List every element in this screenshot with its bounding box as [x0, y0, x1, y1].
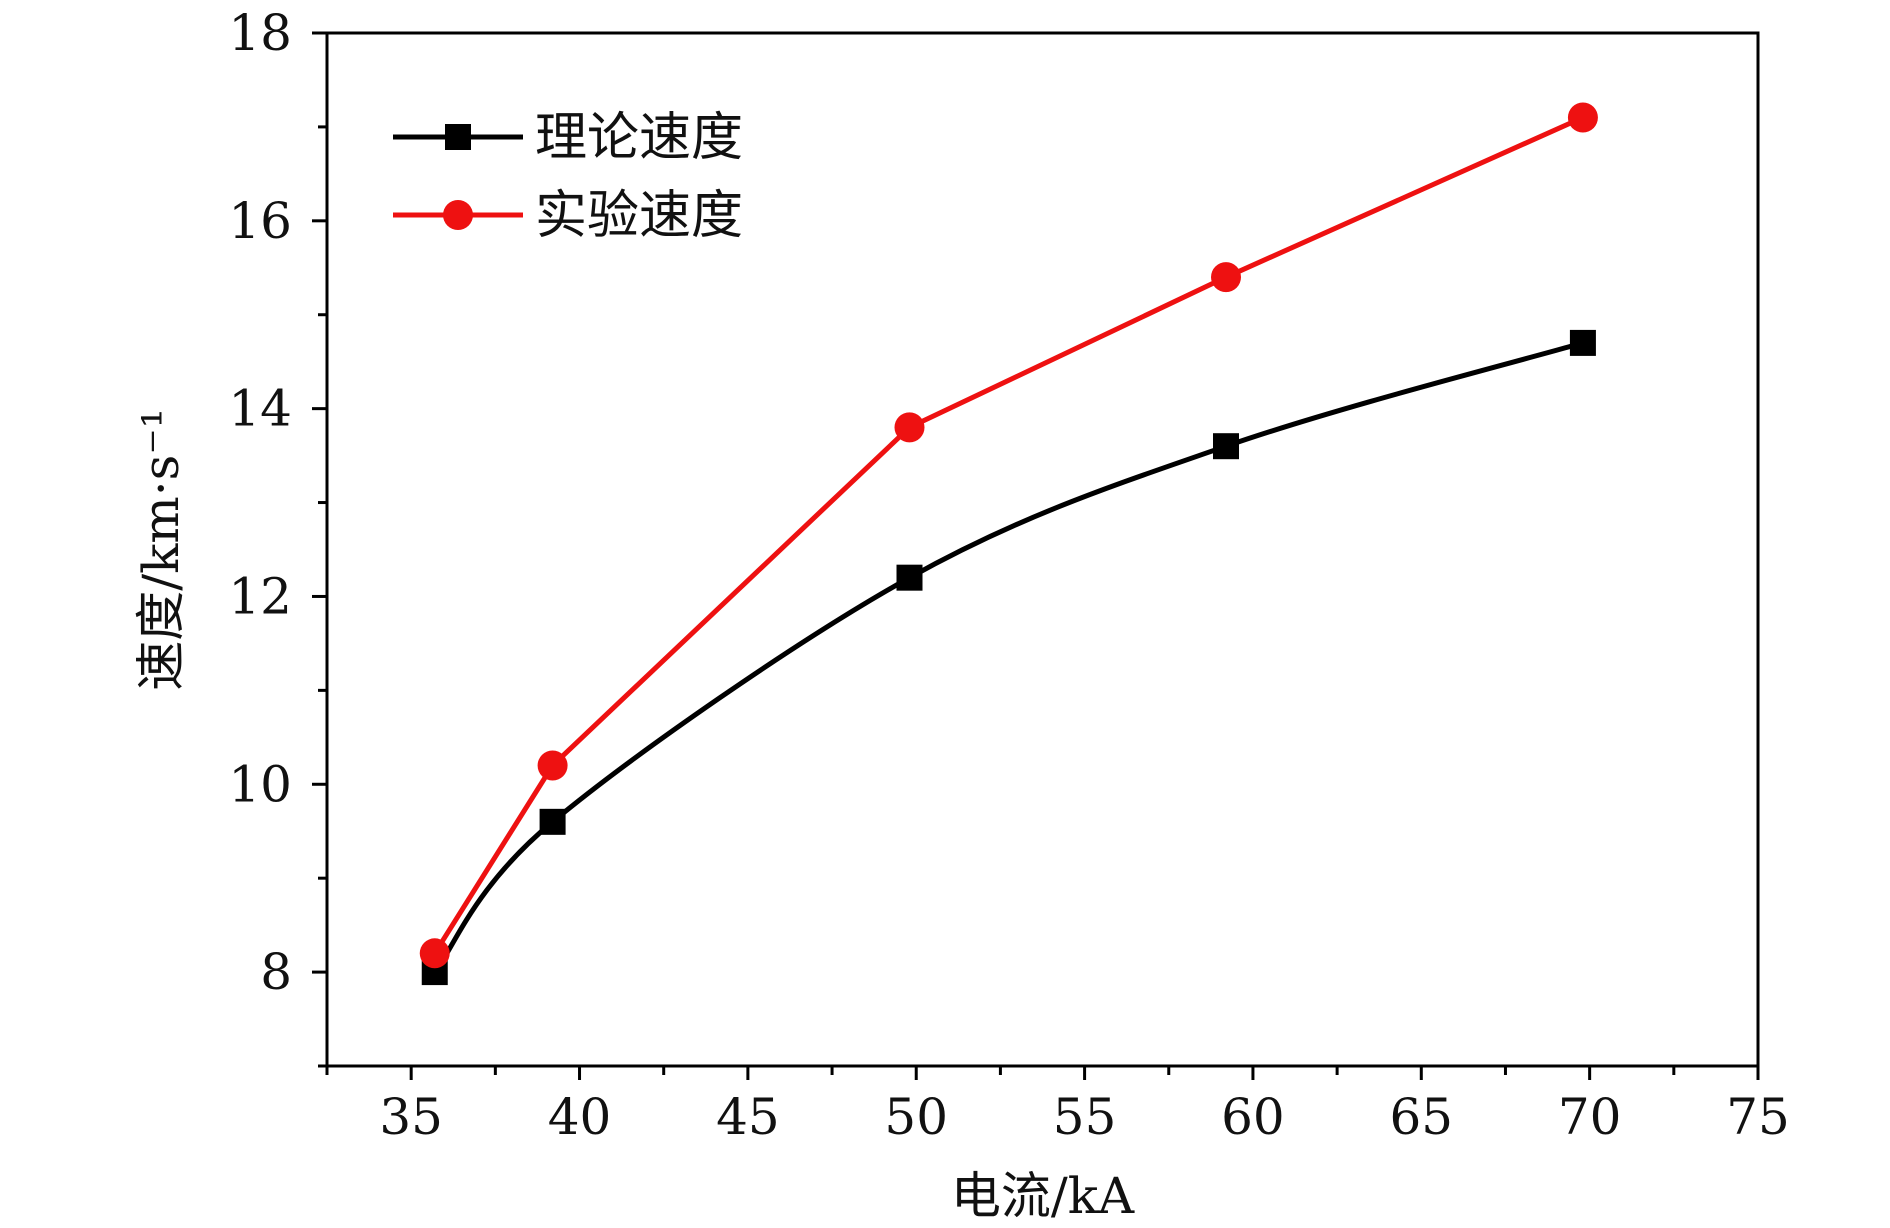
series-layer — [419, 102, 1598, 986]
data-point — [1213, 433, 1240, 460]
x-tick-label: 40 — [548, 1088, 612, 1146]
x-tick-label: 50 — [884, 1088, 948, 1146]
legend-label: 理论速度 — [535, 108, 743, 168]
y-tick-label: 14 — [228, 380, 292, 438]
data-point — [1211, 262, 1242, 293]
y-axis-title: 速度/km·s⁻¹ — [132, 408, 190, 691]
x-tick-label: 35 — [379, 1088, 443, 1146]
x-tick-label: 60 — [1221, 1088, 1285, 1146]
y-axis: 8 10 12 14 16 18 — [228, 4, 327, 1068]
y-tick-label: 12 — [228, 567, 292, 625]
y-tick-label: 16 — [228, 192, 292, 250]
x-tick-label: 75 — [1726, 1088, 1790, 1146]
series-0 — [421, 329, 1596, 986]
y-tick-label: 18 — [228, 4, 292, 62]
legend-marker — [443, 200, 473, 230]
data-point — [419, 938, 450, 969]
x-tick-label: 55 — [1053, 1088, 1117, 1146]
legend-item: 实验速度 — [393, 186, 743, 246]
data-point — [539, 808, 566, 835]
legend-marker — [445, 124, 471, 150]
series-1 — [419, 102, 1598, 969]
data-point — [1569, 329, 1596, 356]
x-axis-title: 电流/kA — [951, 1167, 1135, 1225]
x-tick-label: 45 — [716, 1088, 780, 1146]
y-tick-label: 8 — [260, 943, 292, 1001]
x-tick-label: 70 — [1558, 1088, 1622, 1146]
data-point — [537, 750, 568, 781]
x-axis: 35 40 45 50 55 60 65 70 75 — [325, 1066, 1790, 1146]
series-line — [432, 340, 1584, 974]
y-tick-label: 10 — [228, 755, 292, 813]
legend-item: 理论速度 — [393, 108, 743, 168]
plot-frame — [325, 31, 1760, 1068]
data-point — [896, 564, 923, 591]
data-point — [1567, 102, 1598, 133]
x-tick-label: 65 — [1389, 1088, 1453, 1146]
legend-label: 实验速度 — [535, 186, 743, 246]
data-point — [894, 412, 925, 443]
